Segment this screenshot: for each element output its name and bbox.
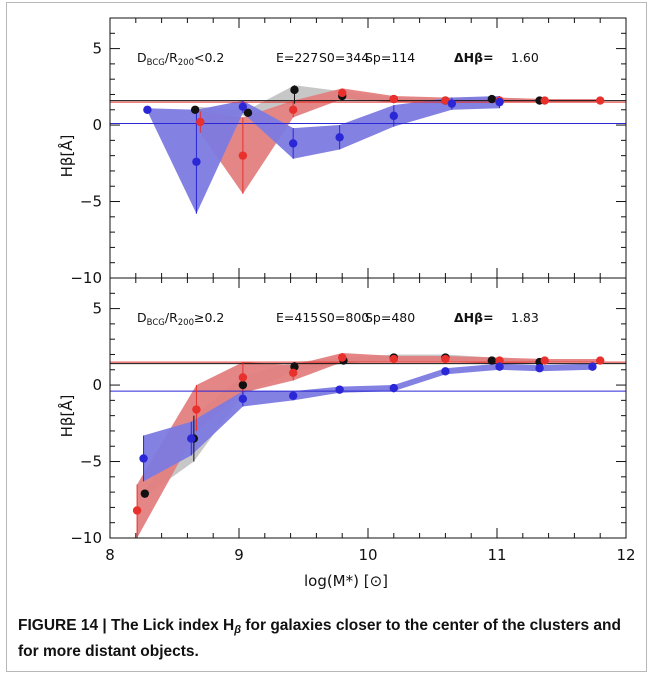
data-point-red [288,105,298,114]
label-part: /R [165,310,178,325]
y-tick-label: −5 [80,453,102,471]
data-point-black [238,380,248,390]
y-tick-label: 5 [92,300,102,318]
data-point-black [190,105,200,114]
data-point-blue [535,364,544,373]
y-axis-title: Hβ[Å] [57,135,76,178]
data-point-red [389,354,398,364]
panel-count-label: S0=800 [319,310,369,325]
y-tick-label: 0 [92,376,102,394]
label-part: D [137,50,147,65]
data-point-black [487,94,497,104]
label-subscript: BCG [147,58,165,68]
figure-caption: FIGURE 14 | The Lick index Hβ for galaxi… [18,615,638,663]
band-red [200,88,601,194]
x-tick-label: 10 [358,546,377,564]
panel-condition-label: DBCG/R200≥0.2 [137,310,224,328]
caption-prefix: FIGURE 14 | The Lick index H [18,617,235,634]
data-point-red [288,368,298,378]
panel-count-label: S0=344 [319,50,369,65]
data-point-blue [588,362,597,371]
panel-1: −10 −5 0 5 Hβ[Å] DBCG/R200<0.2 E=227 S0=344Sp=1… [57,17,627,287]
delta-label: ΔHβ= [454,50,494,65]
panel-count-label: Sp=480 [365,310,415,325]
data-point-black [243,108,253,118]
x-tick-label: 8 [105,546,115,564]
data-point-red [540,96,549,105]
data-point-red [389,94,398,104]
data-point-red [238,151,248,160]
data-point-blue [238,394,248,404]
label-subscript: 200 [178,318,194,328]
data-point-red [596,96,605,105]
data-point-blue [389,383,398,393]
data-point-red [338,353,347,362]
data-point-black [140,489,150,498]
panel-count-label: E=227 [276,50,318,65]
panel-count-label: Sp=114 [365,50,415,65]
y-tick-label: −10 [70,269,102,287]
y-axis-title: Hβ[Å] [57,395,76,438]
data-point-red [495,356,504,365]
data-point-red [338,88,347,98]
data-point-blue [288,391,298,400]
y-tick-label: 5 [92,40,102,58]
data-point-red [540,356,549,365]
y-tick-label: −10 [70,529,102,547]
data-point-blue [389,111,398,121]
label-subscript: 200 [178,58,194,68]
data-point-blue [495,362,504,371]
x-tick-label: 11 [487,546,506,564]
delta-value: 1.83 [511,310,539,325]
data-point-blue [192,157,201,166]
data-point-blue [288,139,298,148]
data-point-blue [143,105,152,114]
panel-count-label: E=415 [276,310,318,325]
panel-2: −10 −5 0 5 8 9 10 11 12 Hβ[Å] DBCG/R200≥0.2 E=415 S0… [57,277,636,590]
label-part: ≥0.2 [194,310,224,325]
label-subscript: BCG [147,318,165,328]
data-point-blue [447,99,457,108]
data-point-blue [238,102,248,111]
data-point-black [487,356,497,365]
y-tick-label: −5 [80,193,102,211]
band-black [195,85,540,116]
figure-frame [6,2,647,672]
data-point-red [596,356,605,365]
data-point-blue [335,385,344,394]
band-red [137,352,601,538]
band-blue [147,96,500,214]
x-axis-title: log(M*) [⊙] [304,572,388,590]
data-point-blue [139,454,148,463]
band-blue [143,363,593,482]
data-point-blue [441,367,450,376]
y-tick-label: 0 [92,116,102,134]
data-point-blue [335,133,344,142]
data-point-red [441,354,450,364]
x-tick-label: 12 [616,546,635,564]
data-point-red [132,506,142,515]
data-point-blue [495,97,504,107]
data-point-black [290,85,299,95]
label-part: D [137,310,147,325]
label-part: /R [165,50,178,65]
x-tick-label: 9 [234,546,244,564]
caption-suffix: for galaxies closer to the center of the… [18,617,621,660]
data-point-red [238,373,248,382]
panel-condition-label: DBCG/R200<0.2 [137,50,224,68]
label-part: <0.2 [194,50,224,65]
data-point-red [192,405,201,414]
delta-label: ΔHβ= [454,310,494,325]
delta-value: 1.60 [511,50,539,65]
data-point-red [196,117,205,127]
caption-subscript: β [234,624,242,636]
data-point-red [441,96,450,105]
data-point-blue [187,434,196,443]
